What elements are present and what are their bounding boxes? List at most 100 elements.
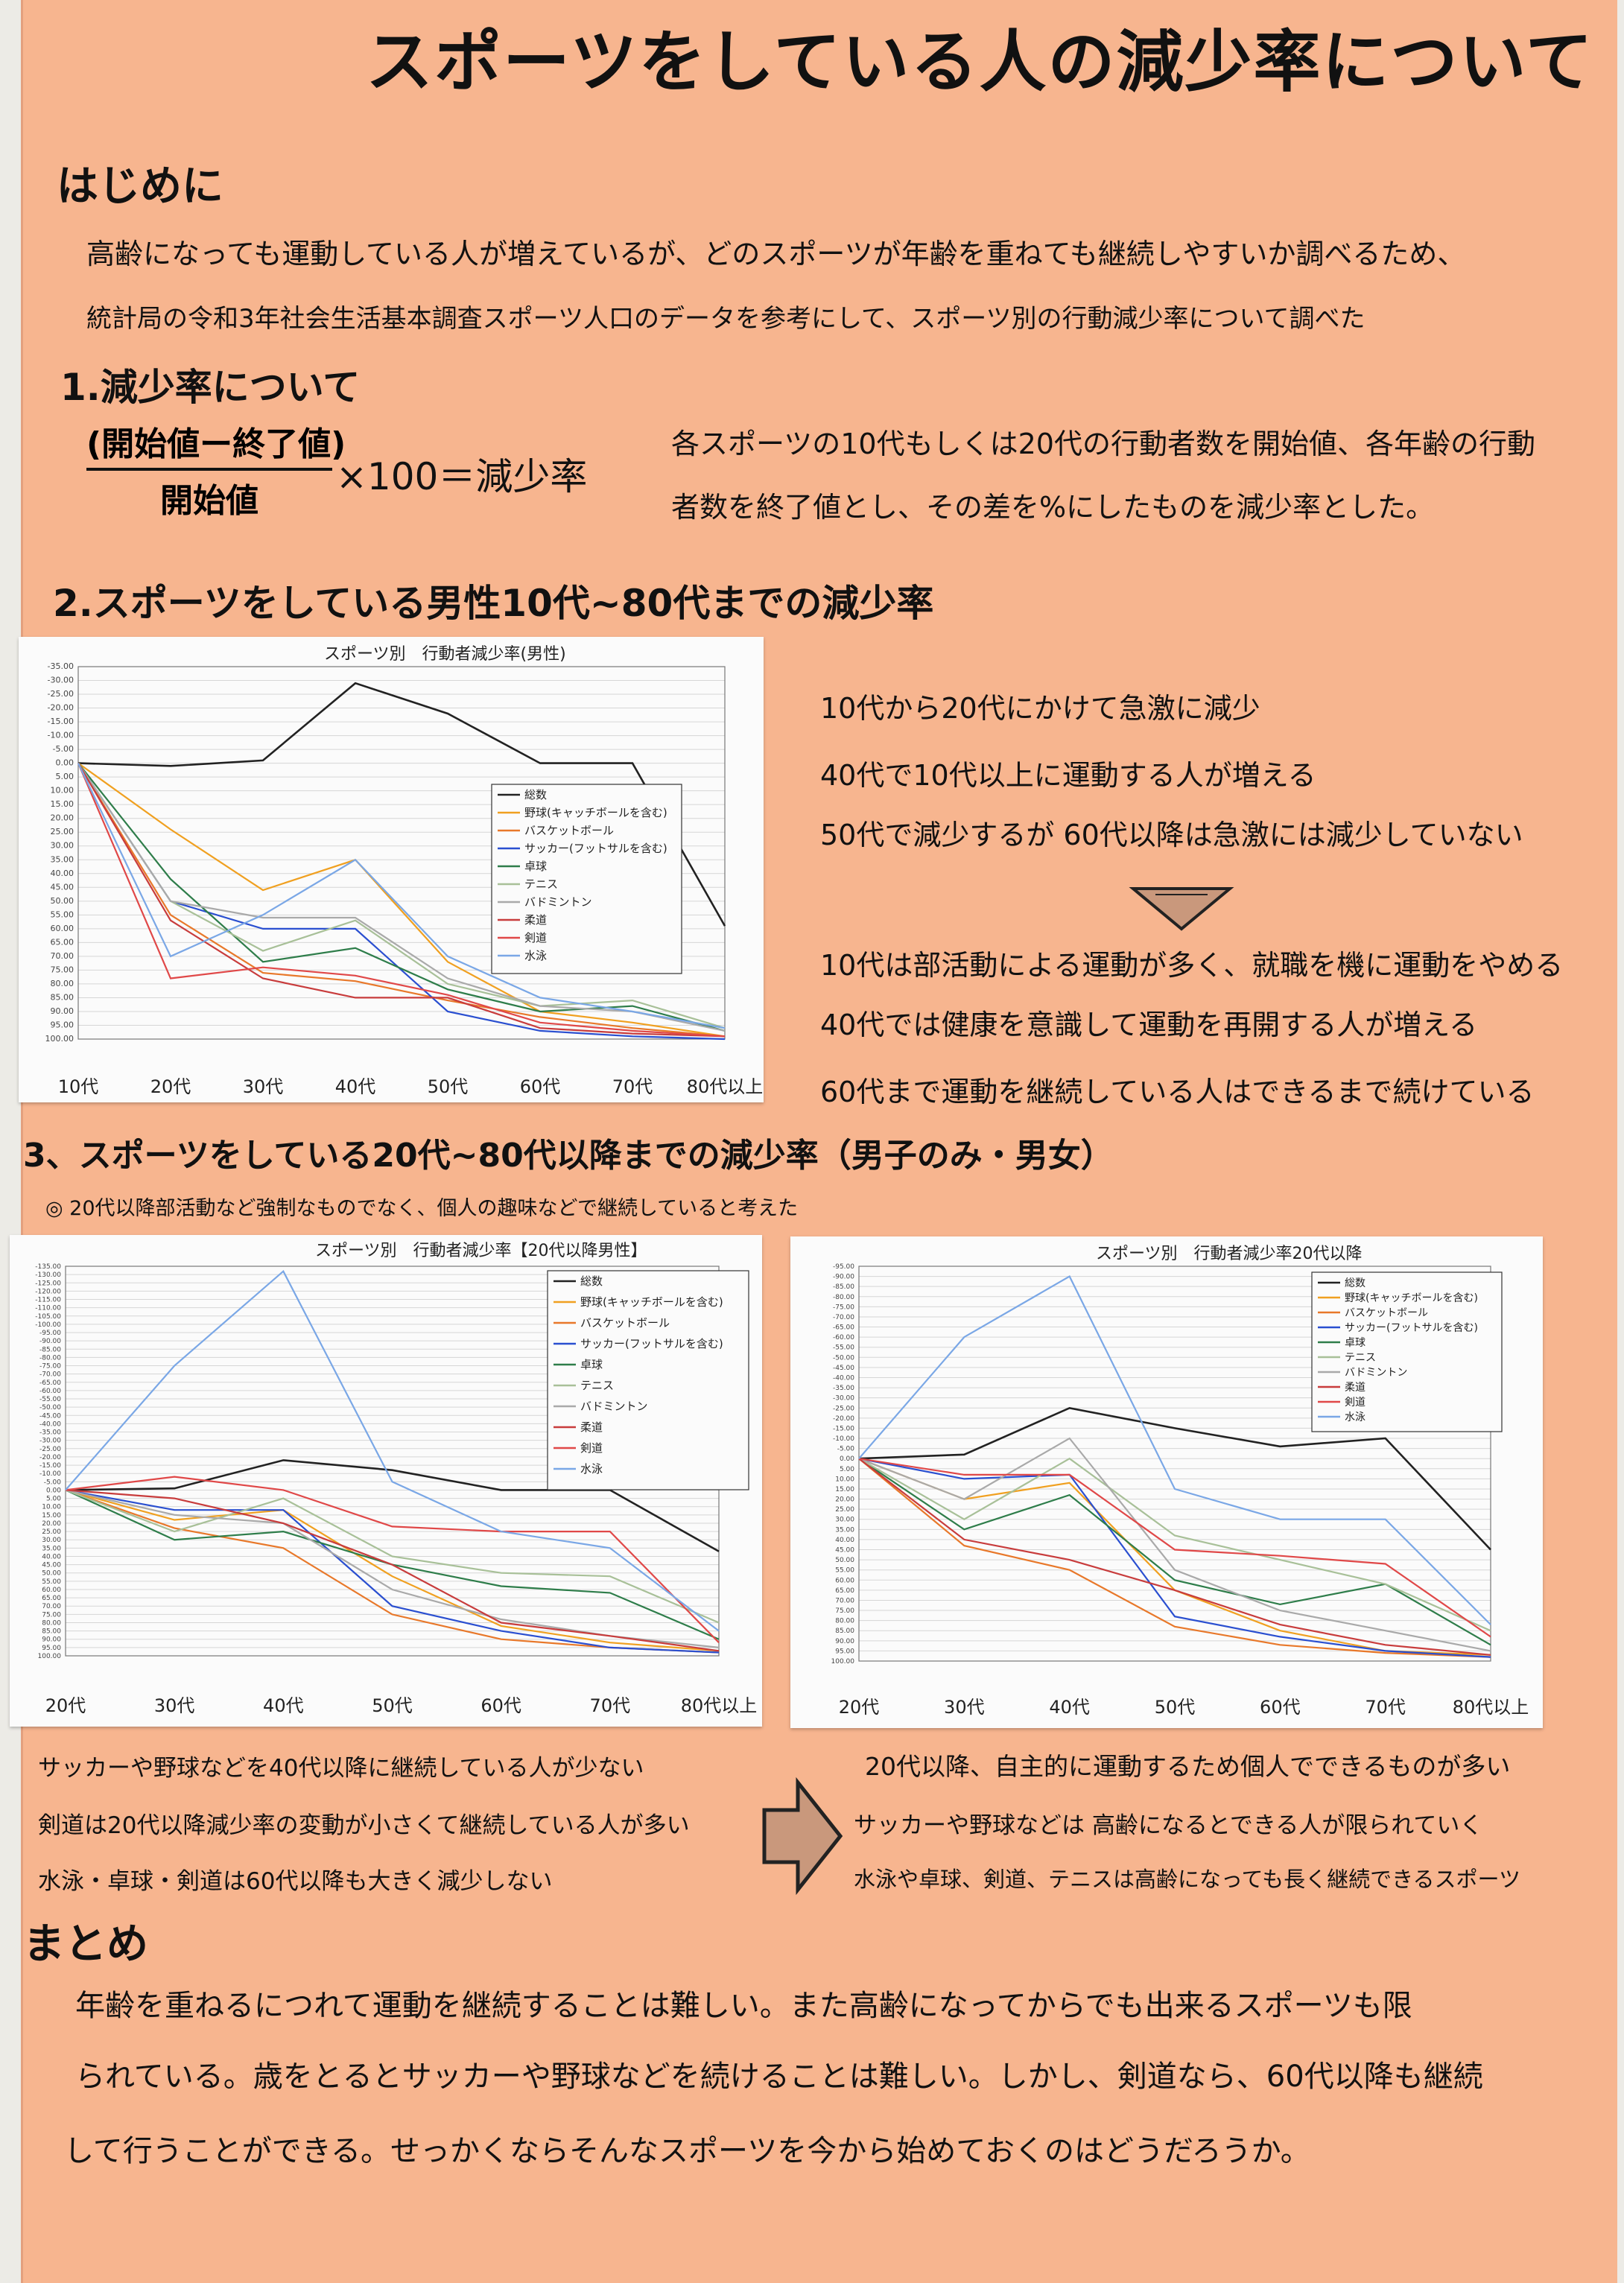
legend-label: 野球(キャッチボールを含む) bbox=[1345, 1292, 1478, 1304]
section2-conclusion-3: 60代まで運動を継続している人はできるまで続けている bbox=[820, 1076, 1535, 1108]
series-line-バスケットボール bbox=[65, 1489, 720, 1654]
y-tick-label: 50.00 bbox=[42, 1570, 61, 1578]
section3-left-note-1: サッカーや野球などを40代以降に継続している人が少ない bbox=[38, 1755, 644, 1782]
legend-label: バドミントン bbox=[580, 1400, 647, 1413]
series-line-テニス bbox=[65, 1489, 720, 1624]
legend-box bbox=[491, 784, 682, 974]
y-tick-label: -85.00 bbox=[833, 1283, 854, 1291]
y-tick-label: 25.00 bbox=[42, 1528, 61, 1536]
legend-label: バドミントン bbox=[1345, 1367, 1407, 1379]
y-tick-label: 95.00 bbox=[835, 1648, 854, 1655]
section1-desc-1: 各スポーツの10代もしくは20代の行動者数を開始値、各年齢の行動 bbox=[671, 428, 1535, 460]
x-tick-label: 30代 bbox=[154, 1695, 195, 1716]
section3-note: ◎ 20代以降部活動など強制なものでなく、個人の趣味などで継続していると考えた bbox=[45, 1197, 799, 1220]
series-line-バスケットボール bbox=[77, 763, 726, 1038]
intro-line-2: 統計局の令和3年社会生活基本調査スポーツ人口のデータを参考にして、スポーツ別の行… bbox=[86, 304, 1366, 334]
y-tick-label: -15.00 bbox=[833, 1425, 854, 1432]
series-line-テニス bbox=[858, 1457, 1491, 1632]
y-tick-label: 65.00 bbox=[835, 1587, 854, 1595]
section3-right-note-2: サッカーや野球などは 高齢になるとできる人が限られていく bbox=[854, 1812, 1483, 1839]
x-tick-label: 70代 bbox=[1365, 1697, 1406, 1718]
y-tick-label: 40.00 bbox=[835, 1537, 854, 1544]
y-tick-label: -20.00 bbox=[48, 703, 74, 713]
series-line-水泳 bbox=[858, 1275, 1491, 1625]
section2-heading: 2.スポーツをしている男性10代~80代までの減少率 bbox=[53, 582, 934, 625]
y-tick-label: 80.00 bbox=[835, 1618, 854, 1625]
y-tick-label: 35.00 bbox=[51, 854, 74, 864]
series-line-柔道 bbox=[77, 763, 726, 1038]
y-tick-label: -20.00 bbox=[39, 1454, 61, 1461]
x-tick-label: 40代 bbox=[263, 1695, 304, 1716]
y-tick-label: -95.00 bbox=[833, 1263, 854, 1271]
y-tick-label: 5.00 bbox=[46, 1496, 61, 1503]
y-tick-label: -80.00 bbox=[833, 1294, 854, 1301]
legend-label: 総数 bbox=[580, 1274, 603, 1288]
y-tick-label: 50.00 bbox=[835, 1557, 854, 1564]
y-tick-label: -80.00 bbox=[39, 1354, 61, 1362]
x-tick-label: 20代 bbox=[150, 1076, 191, 1097]
y-tick-label: 70.00 bbox=[51, 951, 74, 961]
y-tick-label: -10.00 bbox=[39, 1470, 61, 1478]
formula-numerator: (開始値ー終了値) bbox=[86, 417, 346, 471]
y-tick-label: -5.00 bbox=[44, 1479, 62, 1486]
section3-left-note-2: 剣道は20代以降減少率の変動が小さくて継続している人が多い bbox=[38, 1812, 690, 1839]
poster: スポーツをしている人の減少率について はじめに 高齢になっても運動している人が増… bbox=[10, 0, 1617, 2283]
chart-title: スポーツ別 行動者減少率(男性) bbox=[324, 645, 566, 664]
plot-frame bbox=[77, 666, 726, 1040]
y-tick-label: -60.00 bbox=[39, 1388, 61, 1395]
y-tick-label: 95.00 bbox=[42, 1645, 61, 1652]
legend-label: サッカー(フットサルを含む) bbox=[580, 1337, 723, 1350]
y-tick-label: 35.00 bbox=[835, 1526, 854, 1534]
y-tick-label: -25.00 bbox=[48, 689, 74, 699]
y-tick-label: -10.00 bbox=[48, 731, 74, 740]
y-tick-label: -35.00 bbox=[48, 661, 74, 671]
x-tick-label: 30代 bbox=[944, 1697, 985, 1718]
y-tick-label: -70.00 bbox=[39, 1371, 61, 1379]
y-tick-label: 75.00 bbox=[835, 1607, 854, 1615]
legend-label: 卓球 bbox=[580, 1358, 603, 1371]
series-line-剣道 bbox=[858, 1458, 1491, 1638]
section2-note-1: 10代から20代にかけて急激に減少 bbox=[820, 692, 1260, 725]
x-tick-label: 30代 bbox=[243, 1076, 284, 1097]
chart-title: スポーツ別 行動者減少率【20代以降男性】 bbox=[315, 1242, 647, 1260]
y-tick-label: 65.00 bbox=[51, 937, 74, 947]
y-tick-label: 45.00 bbox=[51, 882, 74, 892]
x-tick-label: 60代 bbox=[1260, 1697, 1301, 1718]
y-tick-label: -75.00 bbox=[833, 1304, 854, 1311]
y-tick-label: 20.00 bbox=[835, 1496, 854, 1504]
y-tick-label: -125.00 bbox=[35, 1280, 61, 1287]
y-tick-label: -100.00 bbox=[35, 1321, 61, 1329]
y-tick-label: 30.00 bbox=[835, 1517, 854, 1524]
series-line-サッカー(フットサルを含む) bbox=[65, 1489, 720, 1654]
y-tick-label: -40.00 bbox=[833, 1374, 854, 1382]
y-tick-label: -50.00 bbox=[833, 1354, 854, 1362]
summary-line-2: られている。歳をとるとサッカーや野球などを続けることは難しい。しかし、剣道なら、… bbox=[75, 2060, 1483, 2094]
y-tick-label: -85.00 bbox=[39, 1346, 61, 1353]
chart-male-10s-80s: スポーツ別 行動者減少率(男性) -35.00 -30.00 -25.00 -20.00… bbox=[19, 637, 764, 1102]
y-tick-label: 20.00 bbox=[51, 813, 74, 823]
chart-svg: スポーツ別 行動者減少率(男性) -35.00 -30.00 -25.00 -20.00… bbox=[45, 645, 764, 1097]
series-line-水泳 bbox=[77, 763, 726, 1029]
y-tick-label: -130.00 bbox=[35, 1271, 61, 1279]
y-tick-label: 60.00 bbox=[51, 924, 74, 933]
y-tick-label: 15.00 bbox=[42, 1512, 61, 1520]
y-tick-label: -55.00 bbox=[39, 1396, 61, 1403]
y-tick-label: 60.00 bbox=[42, 1587, 61, 1594]
section3-heading: 3、スポーツをしている20代~80代以降までの減少率（男子のみ・男女） bbox=[23, 1137, 1114, 1175]
y-tick-label: 10.00 bbox=[42, 1504, 61, 1511]
y-tick-label: 75.00 bbox=[42, 1611, 61, 1619]
chart-title: スポーツ別 行動者減少率20代以降 bbox=[1096, 1245, 1363, 1263]
summary-line-1: 年齢を重ねるにつれて運動を継続することは難しい。また高齢になってからでも出来るス… bbox=[75, 1989, 1412, 2023]
legend-label: テニス bbox=[1345, 1352, 1376, 1364]
legend-label: 卓球 bbox=[1345, 1337, 1366, 1349]
y-tick-label: 90.00 bbox=[42, 1636, 61, 1644]
series-line-バドミントン bbox=[65, 1489, 720, 1648]
section2-conclusion-1: 10代は部活動による運動が多く、就職を機に運動をやめる bbox=[820, 949, 1564, 982]
y-tick-label: -20.00 bbox=[833, 1415, 854, 1423]
y-tick-label: 60.00 bbox=[835, 1577, 854, 1584]
y-tick-label: -5.00 bbox=[53, 744, 74, 754]
legend-box bbox=[547, 1270, 749, 1490]
section2-note-2: 40代で10代以上に運動する人が増える bbox=[820, 759, 1316, 792]
legend-label: 野球(キャッチボールを含む) bbox=[580, 1295, 723, 1309]
y-tick-label: 85.00 bbox=[42, 1628, 61, 1636]
